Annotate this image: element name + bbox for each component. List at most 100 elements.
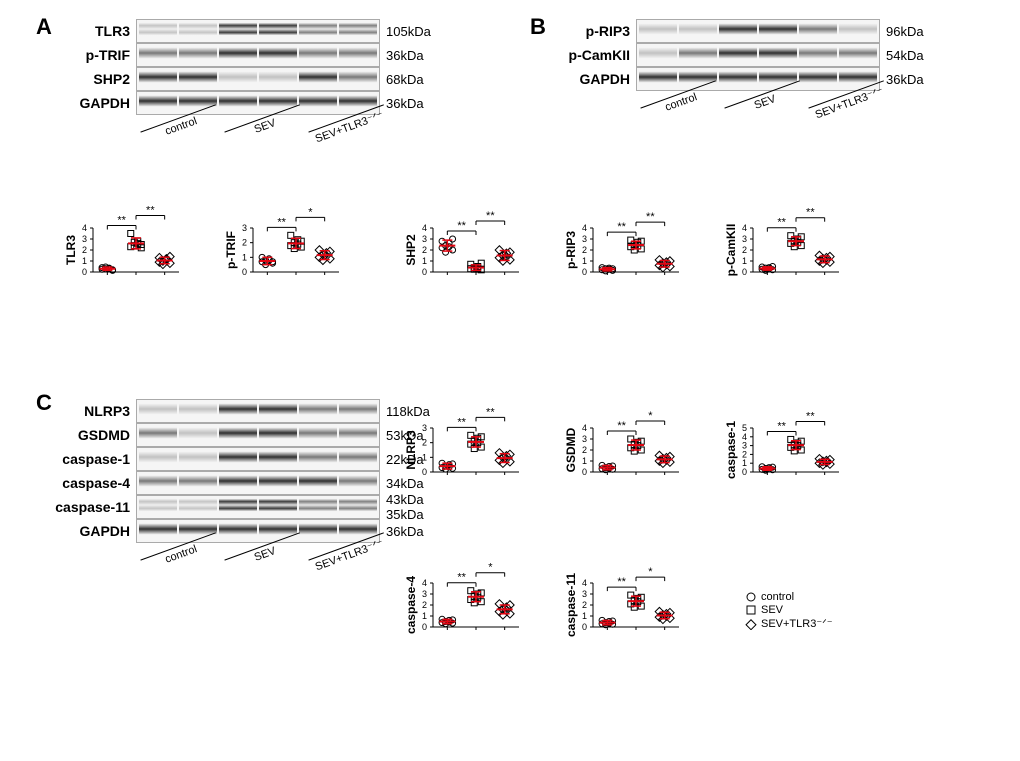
band [339,498,377,512]
svg-text:3: 3 [742,441,747,451]
svg-text:0: 0 [742,467,747,477]
band [139,70,177,84]
legend-item-control: control [745,591,833,603]
svg-text:p-TRIF: p-TRIF [224,231,238,269]
group-label: control [164,115,199,139]
band [259,450,297,464]
svg-text:1: 1 [422,452,427,462]
svg-text:3: 3 [582,234,587,244]
blot-row: NLRP3118kDa [50,400,446,422]
blot-row: TLR3105kDa [50,20,446,42]
blot-bands [636,67,880,91]
svg-text:**: ** [457,572,466,584]
band [839,46,877,60]
band [339,522,377,536]
scatter-plot-casp11: 01234caspase-11*** [565,565,685,680]
blot-row: GSDMD53kDa [50,424,446,446]
blot-label: TLR3 [50,23,136,39]
blot-label: p-RIP3 [550,23,636,39]
svg-text:4: 4 [582,578,587,588]
band [299,94,337,108]
blot-bands [636,19,880,43]
scatter-plot-nlrp3: 0123NLRP3**** [405,410,525,525]
svg-text:**: ** [617,420,626,432]
legend: control SEV SEV+TLR3⁻ᐟ⁻ [745,590,833,631]
band [139,522,177,536]
svg-text:0: 0 [82,267,87,277]
band [339,22,377,36]
blot-bands [136,471,380,495]
blot-bands [136,423,380,447]
blot-row: GAPDH36kDa [550,68,946,90]
band [259,402,297,416]
svg-text:**: ** [806,207,815,219]
svg-text:**: ** [806,410,815,422]
svg-text:4: 4 [422,223,427,233]
blot-label: NLRP3 [50,403,136,419]
blot-label: SHP2 [50,71,136,87]
band [179,22,217,36]
band [219,70,257,84]
blot-label: GAPDH [50,95,136,111]
mw-label: 36kDa [380,524,446,539]
blot-panel-a: TLR3105kDap-TRIF36kDaSHP268kDaGAPDH36kDa… [50,20,446,134]
band [339,450,377,464]
svg-text:**: ** [457,416,466,428]
band [219,94,257,108]
svg-text:1: 1 [582,256,587,266]
scatter-plot-ptrif: 0123p-TRIF*** [225,210,345,325]
svg-text:SHP2: SHP2 [404,234,418,266]
scatter-plot-prip3: 01234p-RIP3**** [565,210,685,325]
band [759,70,797,84]
band [259,426,297,440]
blot-row: GAPDH36kDa [50,92,446,114]
band [759,22,797,36]
band [299,498,337,512]
figure-root: A B C TLR3105kDap-TRIF36kDaSHP268kDaGAPD… [10,10,1010,751]
svg-text:caspase-4: caspase-4 [404,576,418,634]
svg-text:0: 0 [582,622,587,632]
svg-text:4: 4 [422,578,427,588]
group-label: control [164,543,199,567]
scatter-plot-tlr3: 01234TLR3**** [65,210,185,325]
blot-label: caspase-4 [50,475,136,491]
band [219,426,257,440]
band [299,426,337,440]
svg-text:2: 2 [582,445,587,455]
band [339,94,377,108]
svg-text:0: 0 [742,267,747,277]
svg-text:1: 1 [742,256,747,266]
svg-text:4: 4 [742,223,747,233]
blot-row: p-RIP396kDa [550,20,946,42]
svg-text:1: 1 [242,252,247,262]
svg-text:0: 0 [422,622,427,632]
legend-label: SEV [761,604,783,616]
band [299,522,337,536]
svg-text:**: ** [117,215,126,227]
band [799,22,837,36]
band [299,474,337,488]
blot-label: caspase-11 [50,499,136,515]
svg-text:1: 1 [582,611,587,621]
svg-text:p-RIP3: p-RIP3 [564,231,578,269]
band [719,70,757,84]
svg-text:0: 0 [582,467,587,477]
mw-label: 68kDa [380,72,446,87]
band [259,94,297,108]
group-label: SEV [753,93,778,113]
svg-text:2: 2 [422,245,427,255]
band [219,450,257,464]
scatter-plot-pcamkii: 01234p-CamKII**** [725,210,845,325]
band [759,46,797,60]
scatter-plot-casp1: 012345caspase-1**** [725,410,845,525]
band [259,22,297,36]
band [259,70,297,84]
band [299,450,337,464]
svg-text:**: ** [646,211,655,223]
band [139,498,177,512]
svg-text:3: 3 [742,234,747,244]
band [139,450,177,464]
svg-text:3: 3 [582,589,587,599]
legend-label: SEV+TLR3⁻ᐟ⁻ [761,617,833,630]
svg-text:*: * [488,562,493,574]
